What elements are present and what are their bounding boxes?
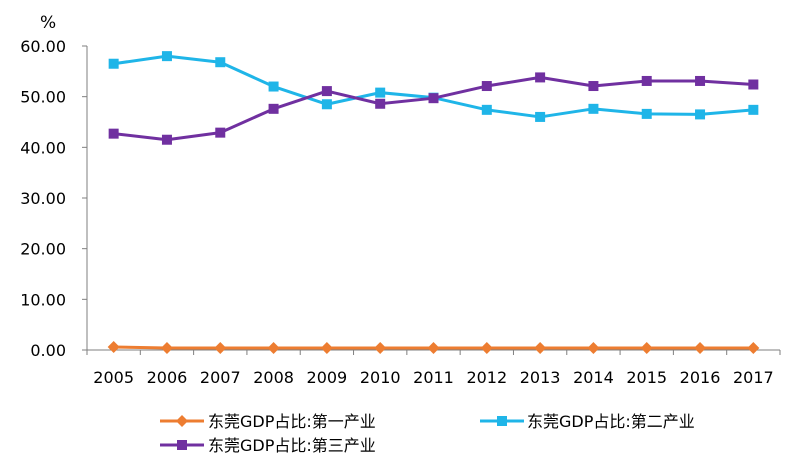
- x-tick-label: 2013: [520, 368, 561, 387]
- data-point: [695, 109, 706, 120]
- data-point: [535, 72, 546, 83]
- data-point: [215, 127, 226, 138]
- data-point: [321, 99, 332, 110]
- data-point: [695, 75, 706, 86]
- y-tick-label: 0.00: [30, 341, 66, 360]
- legend-item: 东莞GDP占比:第三产业: [160, 436, 376, 455]
- data-point: [588, 103, 599, 114]
- data-point: [268, 81, 279, 92]
- legend-marker: [497, 416, 507, 426]
- data-point: [320, 341, 333, 354]
- x-tick-label: 2012: [466, 368, 507, 387]
- y-tick-label: 60.00: [20, 37, 66, 56]
- data-point: [480, 341, 493, 354]
- data-point: [161, 134, 172, 145]
- legend-label: 东莞GDP占比:第三产业: [208, 436, 376, 455]
- x-tick-label: 2014: [573, 368, 614, 387]
- data-point: [534, 341, 547, 354]
- data-point: [268, 103, 279, 114]
- legend-marker: [177, 440, 187, 450]
- x-tick-label: 2007: [200, 368, 241, 387]
- data-point: [321, 86, 332, 97]
- x-tick-label: 2006: [147, 368, 188, 387]
- data-point: [694, 341, 707, 354]
- data-point: [748, 79, 759, 90]
- data-point: [375, 87, 386, 98]
- data-point: [641, 108, 652, 119]
- x-tick-label: 2009: [307, 368, 348, 387]
- data-point: [747, 341, 760, 354]
- data-point: [481, 81, 492, 92]
- y-axis-label: %: [40, 13, 56, 33]
- data-point: [641, 75, 652, 86]
- data-point: [427, 341, 440, 354]
- y-tick-label: 10.00: [20, 290, 66, 309]
- legend-item: 东莞GDP占比:第二产业: [480, 412, 695, 431]
- x-tick-label: 2005: [93, 368, 134, 387]
- series-3: [108, 72, 759, 145]
- y-tick-label: 20.00: [20, 240, 66, 259]
- legend-marker: [176, 415, 188, 427]
- data-point: [214, 341, 227, 354]
- data-point: [535, 111, 546, 122]
- data-point: [481, 104, 492, 115]
- x-tick-label: 2010: [360, 368, 401, 387]
- x-tick-label: 2017: [733, 368, 774, 387]
- data-point: [267, 341, 280, 354]
- legend-label: 东莞GDP占比:第一产业: [208, 412, 376, 431]
- x-tick-label: 2011: [413, 368, 454, 387]
- data-point: [215, 57, 226, 68]
- series-line: [113, 75, 754, 142]
- data-point: [640, 341, 653, 354]
- x-tick-label: 2015: [626, 368, 667, 387]
- data-point: [107, 340, 120, 353]
- data-point: [375, 98, 386, 109]
- data-point: [588, 81, 599, 92]
- series-2: [108, 51, 759, 122]
- data-point: [160, 341, 173, 354]
- y-tick-label: 40.00: [20, 138, 66, 157]
- legend-item: 东莞GDP占比:第一产业: [160, 412, 376, 431]
- series-1: [107, 340, 760, 354]
- data-point: [587, 341, 600, 354]
- x-tick-label: 2008: [253, 368, 294, 387]
- data-point: [108, 128, 119, 139]
- data-point: [108, 58, 119, 69]
- legend-label: 东莞GDP占比:第二产业: [527, 412, 695, 431]
- data-point: [161, 51, 172, 62]
- data-point: [374, 341, 387, 354]
- series-line: [113, 54, 754, 119]
- y-tick-label: 50.00: [20, 88, 66, 107]
- data-point: [748, 104, 759, 115]
- x-tick-label: 2016: [680, 368, 721, 387]
- data-point: [428, 93, 439, 104]
- y-tick-label: 30.00: [20, 189, 66, 208]
